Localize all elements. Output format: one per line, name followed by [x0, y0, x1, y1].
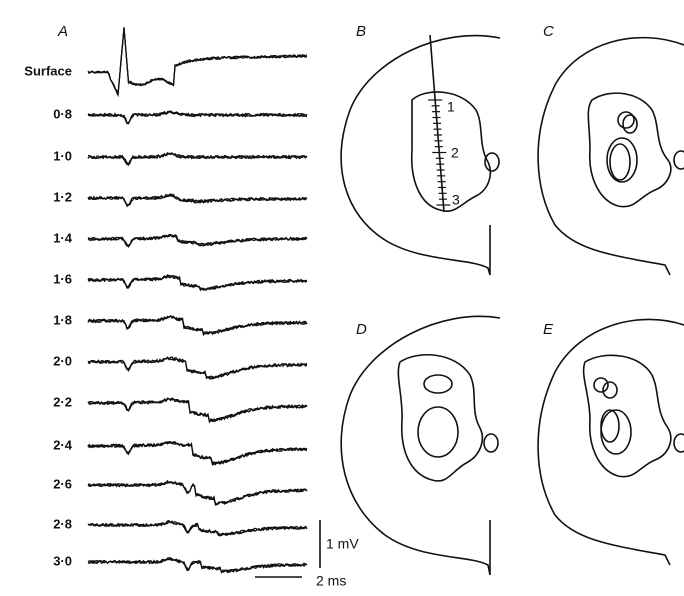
scale-label: 1 mV: [326, 536, 359, 552]
depth-label: 1·0: [53, 148, 72, 163]
field: [600, 409, 620, 443]
trace: [87, 440, 308, 466]
depth-label: 2·6: [53, 476, 72, 491]
field: [617, 111, 635, 129]
depth-label: 1·2: [53, 189, 72, 204]
trace: [87, 275, 308, 292]
trace: [87, 233, 308, 247]
depth-label: 1·6: [53, 271, 72, 286]
canal: [673, 150, 684, 170]
depth-label: 2·0: [53, 353, 72, 368]
depth-label: 3·0: [53, 553, 72, 568]
trace: [87, 193, 308, 208]
field: [609, 143, 631, 181]
electrode-mark: 1: [447, 99, 455, 115]
gray-matter: [397, 353, 484, 482]
trace: [87, 27, 308, 94]
trace: [87, 110, 308, 125]
panel-label: E: [543, 321, 554, 338]
trace: [87, 557, 308, 574]
trace: [87, 397, 308, 424]
panel-label: C: [543, 23, 554, 40]
section-c: [537, 36, 684, 276]
depth-label: 0·8: [53, 106, 72, 121]
field: [600, 409, 632, 455]
electrode-mark: 2: [451, 145, 459, 161]
depth-label: 2·8: [53, 516, 72, 531]
canal: [673, 433, 684, 453]
trace: [87, 480, 308, 506]
scale-label: 2 ms: [316, 573, 346, 589]
field: [417, 406, 459, 458]
section-b: 1 2 3: [340, 34, 501, 276]
cord-outline: [340, 315, 501, 576]
section-d: [340, 315, 501, 576]
trace: [87, 315, 308, 335]
field: [602, 381, 618, 399]
canal: [483, 433, 499, 453]
gray-matter: [587, 92, 672, 208]
trace: [87, 314, 308, 337]
panel-label: D: [356, 321, 367, 338]
depth-label: 2·4: [53, 437, 73, 452]
field: [622, 114, 638, 134]
section-e: [537, 318, 684, 566]
depth-label: 1·4: [53, 230, 73, 245]
trace: [87, 110, 308, 125]
panel-label: A: [57, 23, 68, 40]
trace: [87, 273, 308, 291]
trace: [87, 356, 308, 379]
field: [593, 377, 609, 393]
field: [606, 137, 638, 183]
trace: [87, 110, 308, 124]
cord-outline: [537, 36, 684, 276]
trace: [87, 151, 308, 165]
depth-label: 2·2: [53, 394, 72, 409]
depth-label: Surface: [24, 63, 72, 78]
canal: [484, 152, 500, 172]
cord-outline: [340, 34, 501, 276]
field: [423, 374, 453, 394]
gray-matter: [410, 91, 492, 212]
trace: [87, 151, 308, 166]
trace: [87, 521, 308, 537]
panel-label: B: [356, 23, 366, 40]
depth-label: 1·8: [53, 312, 72, 327]
electrode-mark: 3: [452, 192, 460, 208]
cord-outline: [537, 318, 684, 566]
trace: [87, 357, 308, 380]
gray-matter: [582, 354, 672, 478]
